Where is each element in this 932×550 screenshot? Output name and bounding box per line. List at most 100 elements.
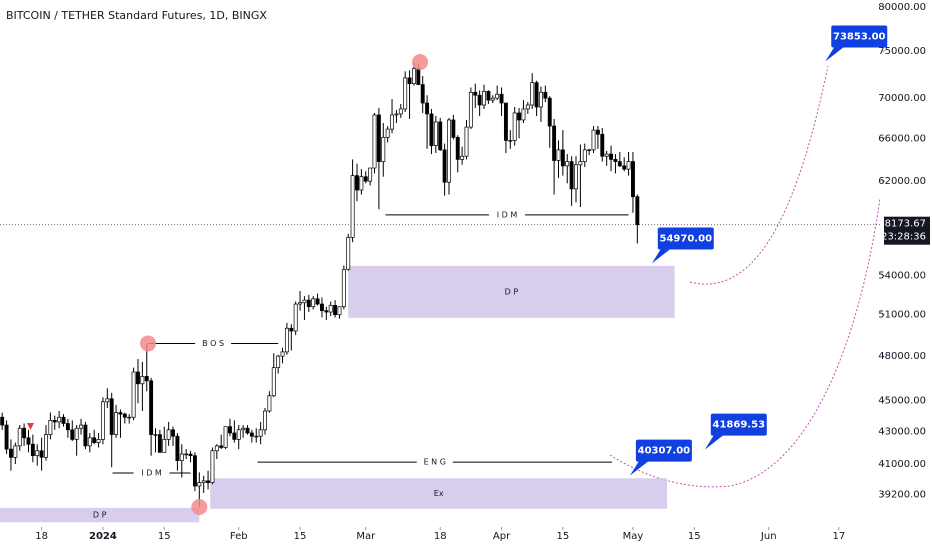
candle-body [315,298,320,305]
candle-body [206,480,211,483]
callout-pointer [825,45,844,62]
callout-label: 40307.00 [638,446,691,457]
candle-body [530,82,535,106]
callout-pointer [629,459,648,476]
candle-body [468,91,473,128]
candle-body [48,420,53,435]
candle-body [136,371,140,385]
candle-body [192,455,197,487]
candle-body [171,429,175,437]
price-badge [884,216,930,245]
candle-body [560,149,565,167]
last-price-label: 58173.67 [878,219,926,230]
y-tick-label: 39200.00 [878,490,926,501]
candle-body [631,161,635,198]
x-tick-label: Apr [493,531,511,542]
candle-body [122,413,127,418]
candle-body [587,149,592,152]
candle-body [92,437,97,443]
signal-marker [27,423,34,430]
candle-body [411,68,416,84]
candle-body [464,126,469,157]
candle-body [100,401,105,440]
candle-body [214,445,219,452]
candle-body [482,90,486,106]
candle-body [201,480,206,483]
candle-body [473,91,478,96]
candle-body [52,420,57,423]
candle-body [302,299,307,304]
candle-body [381,136,386,162]
candle-body [525,104,530,110]
candle-body [447,119,451,183]
candle-body [87,437,92,447]
candle-body [306,299,311,308]
candle-body [416,68,421,85]
zone-label: D P [505,287,519,296]
candle-body [131,371,136,418]
candle-body [635,196,640,226]
y-tick-label: 54000.00 [878,271,926,282]
candle-body [70,429,75,440]
candle-body [398,108,403,115]
pivot-marker [412,53,429,70]
candle-body [140,376,145,385]
y-tick-label: 70000.00 [878,93,926,104]
candle-body [578,161,583,166]
pivot-marker [140,335,157,352]
candle-body [254,435,259,438]
level-label: B O S [202,339,224,348]
x-tick-label: Feb [230,531,248,542]
candle-body [508,140,513,142]
candle-body [617,161,622,167]
candle-body [394,113,399,116]
countdown-label: 23:28:36 [881,232,926,243]
callout-label: 73853.00 [833,31,886,42]
pivot-marker [191,499,208,516]
x-tick-label: 15 [688,531,701,542]
candle-body [320,303,324,312]
candle-body [455,136,460,160]
candle-body [188,453,193,457]
y-tick-label: 48000.00 [878,351,926,362]
x-tick-label: 17 [832,531,845,542]
level-label: E N G [424,458,446,467]
level-label-bg [195,338,232,349]
y-tick-label: 66000.00 [878,133,926,144]
candle-body [263,410,267,431]
candle-body [57,416,62,423]
candle-body [228,426,232,434]
candle-body [556,149,561,161]
candle-body [600,133,605,157]
candle-body [0,416,5,426]
candle-body [284,327,289,353]
candle-body [30,443,35,457]
candle-body [569,161,574,190]
zone [210,478,668,509]
candle-body [451,119,456,138]
y-tick-label: 43000.00 [878,426,926,437]
candle-body [236,429,241,440]
candle-body [521,108,526,121]
candle-body [333,305,338,316]
candle-body [604,153,609,157]
candle-body [175,435,180,461]
candle-body [372,114,377,169]
level-label: I D M [497,210,518,219]
candle-body [346,237,351,270]
candle-body [249,432,254,437]
candle-body [179,453,184,461]
candle-body [324,310,329,313]
candle-body [271,367,276,397]
x-tick-label: 15 [294,531,307,542]
callout-label: 41869.53 [713,420,766,431]
projection-path [689,65,829,285]
zone [0,507,200,523]
candle-body [35,450,40,457]
candle-body [328,305,333,313]
candle-body [26,437,31,445]
candle-body [267,395,272,412]
candle-body [223,426,228,448]
candle-body [241,427,246,431]
